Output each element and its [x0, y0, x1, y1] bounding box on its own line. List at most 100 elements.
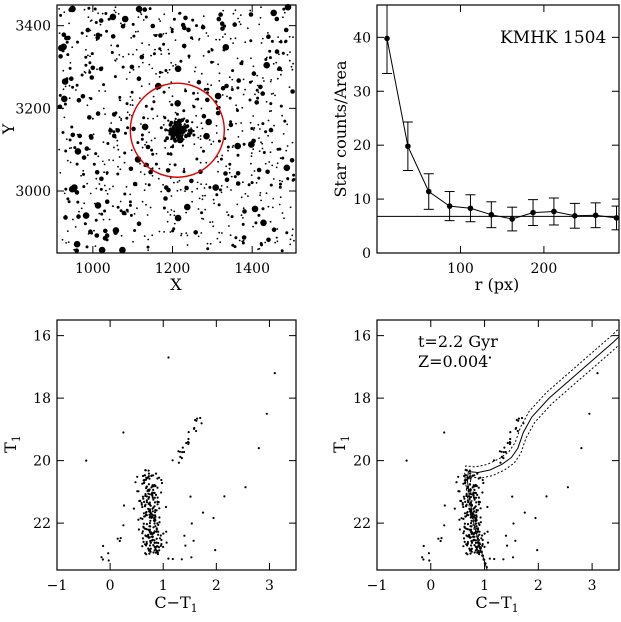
- field-star: [203, 87, 207, 91]
- cluster-star: [183, 123, 186, 126]
- cmd-star: [164, 505, 168, 509]
- field-star: [173, 222, 176, 225]
- field-star: [259, 17, 262, 19]
- field-star: [185, 232, 188, 235]
- field-star: [124, 131, 127, 135]
- cmd-star: [478, 530, 481, 533]
- cmd-star: [455, 481, 458, 484]
- field-star: [220, 26, 225, 31]
- cmd-star: [477, 496, 480, 499]
- cmd-star: [475, 525, 478, 528]
- field-star: [227, 149, 229, 152]
- field-star: [80, 207, 83, 210]
- field-star: [85, 27, 91, 33]
- field-star: [250, 155, 253, 158]
- field-star: [215, 110, 221, 116]
- field-star: [201, 113, 207, 119]
- field-star: [171, 95, 174, 98]
- field-star: [68, 138, 72, 142]
- field-star: [225, 165, 228, 168]
- field-star: [112, 159, 115, 162]
- field-star: [202, 218, 205, 220]
- field-star: [139, 171, 142, 173]
- field-star: [217, 160, 220, 163]
- field-star: [158, 47, 162, 51]
- field-star: [123, 151, 127, 155]
- field-star: [235, 104, 238, 107]
- cmd-star: [152, 519, 155, 522]
- field-map-xtick-label: 1000: [75, 261, 111, 277]
- field-star: [88, 61, 92, 65]
- field-star: [78, 210, 80, 213]
- field-star: [170, 81, 173, 83]
- field-star: [77, 133, 82, 139]
- field-star: [110, 51, 114, 54]
- cmd-star: [107, 559, 110, 562]
- cmd-star: [147, 533, 150, 537]
- cmd-star: [509, 437, 512, 441]
- field-star: [120, 247, 124, 251]
- field-star: [218, 80, 221, 82]
- field-star: [254, 93, 256, 96]
- field-star: [285, 231, 289, 235]
- field-star: [68, 22, 70, 25]
- field-star: [125, 102, 129, 106]
- field-star: [199, 138, 202, 141]
- cmd-star: [144, 543, 147, 546]
- cmd-star: [214, 549, 217, 552]
- field-star: [219, 157, 223, 161]
- field-star: [61, 32, 67, 37]
- field-star: [155, 152, 158, 155]
- field-star: [205, 32, 208, 34]
- field-star: [253, 127, 256, 129]
- cmd-star: [148, 493, 151, 496]
- cmd-star: [405, 459, 408, 462]
- field-star: [94, 21, 98, 24]
- field-star: [196, 187, 199, 190]
- cmd-star: [118, 539, 121, 543]
- cluster-star: [189, 128, 194, 133]
- cmd-cluster-ytick-label: 18: [33, 391, 51, 407]
- cmd-star: [151, 496, 154, 499]
- field-star: [271, 10, 274, 13]
- field-star: [201, 217, 203, 220]
- field-star: [191, 200, 194, 203]
- cmd-star: [152, 506, 155, 509]
- cmd-star: [512, 522, 515, 525]
- cmd-star: [119, 537, 122, 540]
- field-star: [173, 210, 176, 213]
- field-star: [200, 24, 206, 30]
- field-star: [219, 21, 225, 27]
- field-star: [203, 132, 210, 140]
- field-star: [106, 193, 109, 195]
- field-star: [80, 94, 86, 99]
- cmd-star: [156, 500, 159, 503]
- cmd-star: [144, 478, 148, 481]
- field-star: [234, 142, 241, 150]
- field-star: [86, 154, 89, 157]
- field-star: [242, 207, 245, 210]
- field-star: [276, 147, 280, 151]
- field-star: [270, 93, 273, 95]
- field-star: [144, 183, 147, 185]
- field-star: [182, 109, 186, 113]
- cmd-star: [148, 552, 151, 555]
- field-star: [151, 174, 154, 177]
- field-star: [288, 59, 291, 62]
- field-star: [87, 16, 90, 19]
- cmd-star: [145, 542, 148, 545]
- radial-profile-ticks: 100 200 0 10 20 30 40: [353, 5, 619, 277]
- cmd-star: [147, 469, 150, 472]
- field-star: [212, 225, 215, 228]
- cmd-star: [458, 528, 461, 531]
- field-star: [286, 145, 289, 147]
- cluster-star: [165, 136, 170, 141]
- field-star: [257, 176, 261, 180]
- field-star: [68, 66, 72, 70]
- field-star: [133, 213, 136, 215]
- field-star: [197, 208, 200, 210]
- cmd-star: [481, 491, 484, 494]
- field-star: [191, 18, 195, 22]
- cmd-star: [148, 544, 152, 547]
- cmd-star: [509, 431, 512, 434]
